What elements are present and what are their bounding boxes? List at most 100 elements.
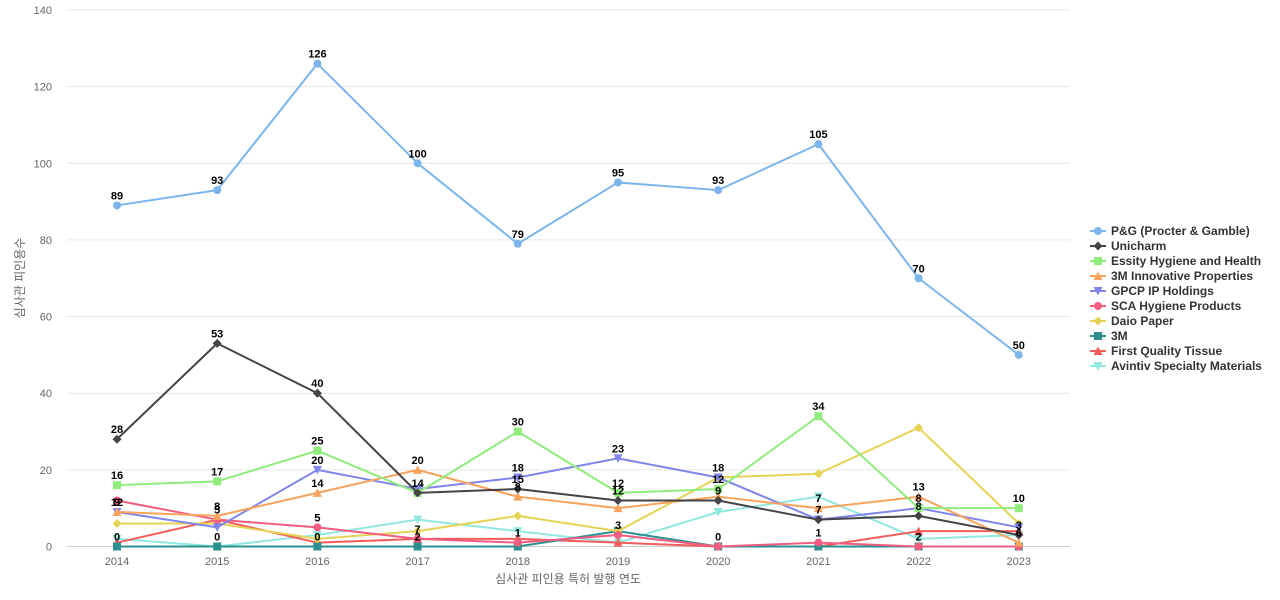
data-label: 1: [815, 528, 821, 540]
data-point: [814, 412, 823, 421]
legend-marker: [1094, 257, 1102, 265]
data-point: [914, 511, 924, 521]
data-label: 53: [211, 328, 223, 340]
data-point: [914, 526, 924, 536]
legend-label: Daio Paper: [1111, 314, 1174, 328]
data-point: [313, 542, 322, 551]
x-axis-title: 심사관 피인용 특허 발행 연도: [495, 571, 641, 586]
legend-marker: [1093, 241, 1103, 251]
data-label: 7: [415, 524, 421, 536]
series-line: [116, 342, 1019, 536]
data-point: [113, 542, 121, 551]
y-axis-title: 심사관 피인용수: [13, 238, 27, 319]
data-point: [112, 434, 122, 444]
data-point: [714, 186, 723, 195]
data-label: 1: [515, 528, 521, 540]
data-point: [914, 504, 923, 513]
series-0: [113, 59, 1023, 359]
data-point: [413, 488, 423, 498]
data-label: 28: [111, 424, 123, 436]
data-label: 70: [912, 263, 924, 275]
legend-marker: [1094, 332, 1102, 340]
data-label: 5: [214, 505, 220, 517]
legend-item[interactable]: Avintiv Specialty Materials: [1090, 359, 1262, 373]
data-label: 93: [712, 175, 724, 187]
series-line: [116, 457, 1019, 529]
legend-item[interactable]: GPCP IP Holdings: [1090, 284, 1214, 298]
data-point: [112, 507, 122, 517]
data-label: 20: [411, 455, 423, 467]
data-label: 30: [512, 417, 524, 429]
y-tick-label: 100: [34, 158, 52, 170]
y-tick-label: 40: [40, 388, 52, 400]
legend-item[interactable]: SCA Hygiene Products: [1090, 299, 1242, 313]
data-label: 79: [512, 229, 524, 241]
data-point: [312, 488, 322, 497]
x-tick-label: 2018: [506, 556, 530, 568]
y-tick-label: 60: [40, 312, 52, 324]
legend-label: P&G (Procter & Gamble): [1111, 224, 1250, 238]
data-label: 3: [615, 520, 621, 532]
data-point: [1014, 504, 1023, 513]
data-label: 2: [415, 532, 421, 544]
legend-item[interactable]: Essity Hygiene and Health: [1090, 254, 1261, 268]
data-label: 8: [916, 493, 922, 505]
data-label: 10: [1013, 493, 1025, 505]
data-label: 0: [314, 532, 320, 544]
data-label: 105: [809, 129, 827, 141]
data-label: 7: [815, 493, 821, 505]
data-point: [212, 523, 222, 532]
y-tick-label: 120: [34, 82, 52, 94]
data-label: 0: [214, 532, 220, 544]
legend-marker: [1093, 346, 1103, 355]
data-label: 100: [408, 148, 426, 160]
y-tick-label: 20: [40, 465, 52, 477]
legend-item[interactable]: Daio Paper: [1090, 314, 1174, 328]
legend-item[interactable]: 3M: [1090, 329, 1128, 343]
data-label: 20: [311, 455, 323, 467]
data-label: 0: [715, 532, 721, 544]
data-label: 0: [114, 532, 120, 544]
data-label: 25: [311, 436, 323, 448]
data-point: [313, 523, 322, 532]
data-point: [413, 542, 422, 551]
legend-marker: [1094, 227, 1102, 235]
data-point: [613, 454, 623, 463]
legend-item[interactable]: First Quality Tissue: [1090, 344, 1222, 358]
data-point: [513, 538, 522, 547]
y-tick-label: 0: [46, 542, 52, 554]
legend-item[interactable]: Unicharm: [1090, 239, 1166, 253]
x-tick-label: 2017: [405, 556, 429, 568]
data-point: [313, 59, 322, 68]
series-line: [116, 415, 1019, 510]
x-tick-label: 2022: [906, 556, 930, 568]
legend-item[interactable]: P&G (Procter & Gamble): [1090, 224, 1250, 238]
data-label: 12: [612, 486, 624, 498]
data-point: [312, 388, 322, 398]
legend-item[interactable]: 3M Innovative Properties: [1090, 269, 1253, 283]
legend-marker: [1094, 302, 1102, 310]
y-tick-label: 140: [34, 5, 52, 17]
legend-marker: [1093, 287, 1103, 296]
data-label: 34: [812, 401, 825, 413]
data-point: [213, 186, 222, 195]
x-axis-ticks: 2014 2015 2016 2017 2018 2019 2020 2021 2022 2023: [105, 556, 1031, 568]
data-point: [513, 427, 522, 436]
data-label: 15: [512, 474, 524, 486]
series-2: [113, 412, 1023, 513]
data-label: 93: [211, 175, 223, 187]
x-tick-label: 2016: [305, 556, 329, 568]
legend-label: Essity Hygiene and Health: [1111, 254, 1261, 268]
x-tick-label: 2015: [205, 556, 229, 568]
data-label: 40: [311, 378, 323, 390]
data-point: [413, 515, 423, 525]
data-label: 14: [311, 478, 324, 490]
data-point: [112, 519, 122, 529]
data-point: [513, 239, 522, 248]
data-point: [714, 485, 723, 494]
data-point: [113, 496, 121, 505]
y-tick-label: 80: [40, 235, 52, 247]
legend-marker: [1093, 316, 1103, 326]
